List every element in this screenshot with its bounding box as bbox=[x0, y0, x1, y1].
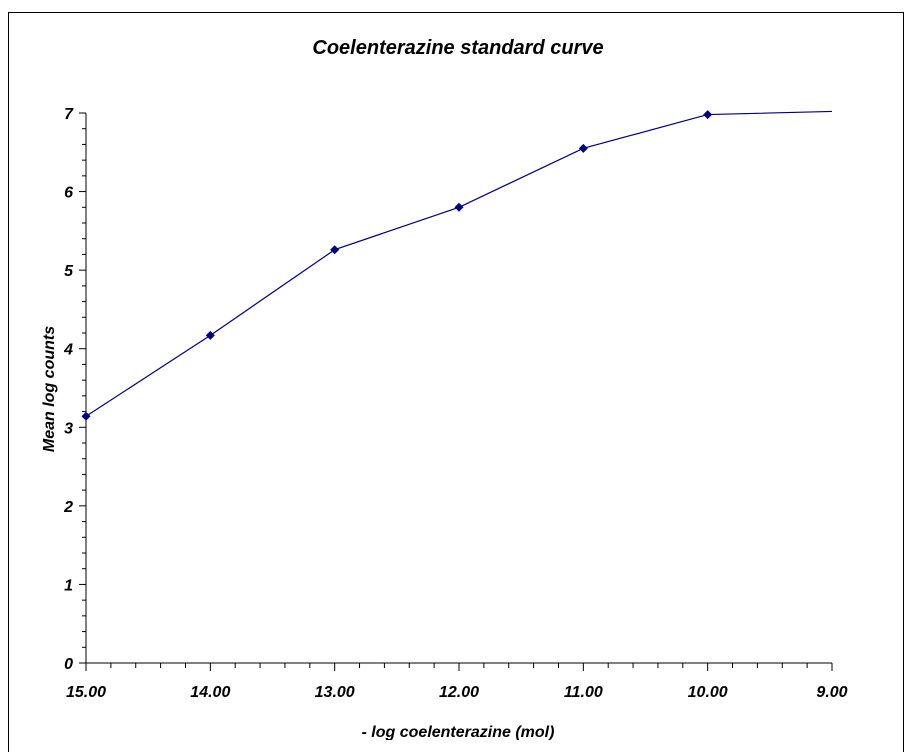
data-point bbox=[81, 411, 91, 421]
y-ticks: 0 1 2 3 4 5 6 7 bbox=[63, 106, 86, 673]
chart-frame bbox=[8, 12, 904, 752]
x-tick-label: 11.00 bbox=[564, 684, 603, 701]
x-tick-label: 13.00 bbox=[315, 684, 355, 701]
x-tick-label: 14.00 bbox=[190, 684, 230, 701]
data-point bbox=[330, 245, 340, 255]
series bbox=[81, 110, 833, 421]
x-axis-label: - log coelenterazine (mol) bbox=[362, 724, 555, 740]
x-ticks: 15.00 14.00 13.00 12.00 11.00 10.00 9.00 bbox=[66, 663, 848, 701]
y-tick-label: 1 bbox=[64, 577, 73, 594]
y-tick-label: 5 bbox=[64, 263, 74, 280]
y-tick-label: 4 bbox=[63, 342, 73, 359]
y-tick-label: 2 bbox=[63, 499, 73, 516]
y-tick-label: 3 bbox=[64, 420, 73, 437]
x-tick-label: 10.00 bbox=[688, 684, 728, 701]
axes bbox=[85, 113, 832, 664]
y-tick-label: 0 bbox=[64, 656, 73, 673]
data-point bbox=[454, 202, 464, 212]
x-tick-label: 9.00 bbox=[816, 684, 847, 701]
y-tick-label: 6 bbox=[64, 185, 73, 202]
y-tick-label: 7 bbox=[64, 106, 74, 123]
data-point bbox=[578, 143, 588, 153]
data-point bbox=[703, 110, 713, 120]
data-point bbox=[205, 330, 215, 340]
y-axis-label: Mean log counts bbox=[41, 326, 58, 452]
chart-title: Coelenterazine standard curve bbox=[312, 37, 603, 59]
series-line bbox=[85, 110, 833, 417]
x-tick-label: 15.00 bbox=[66, 684, 106, 701]
x-tick-label: 12.00 bbox=[439, 684, 479, 701]
